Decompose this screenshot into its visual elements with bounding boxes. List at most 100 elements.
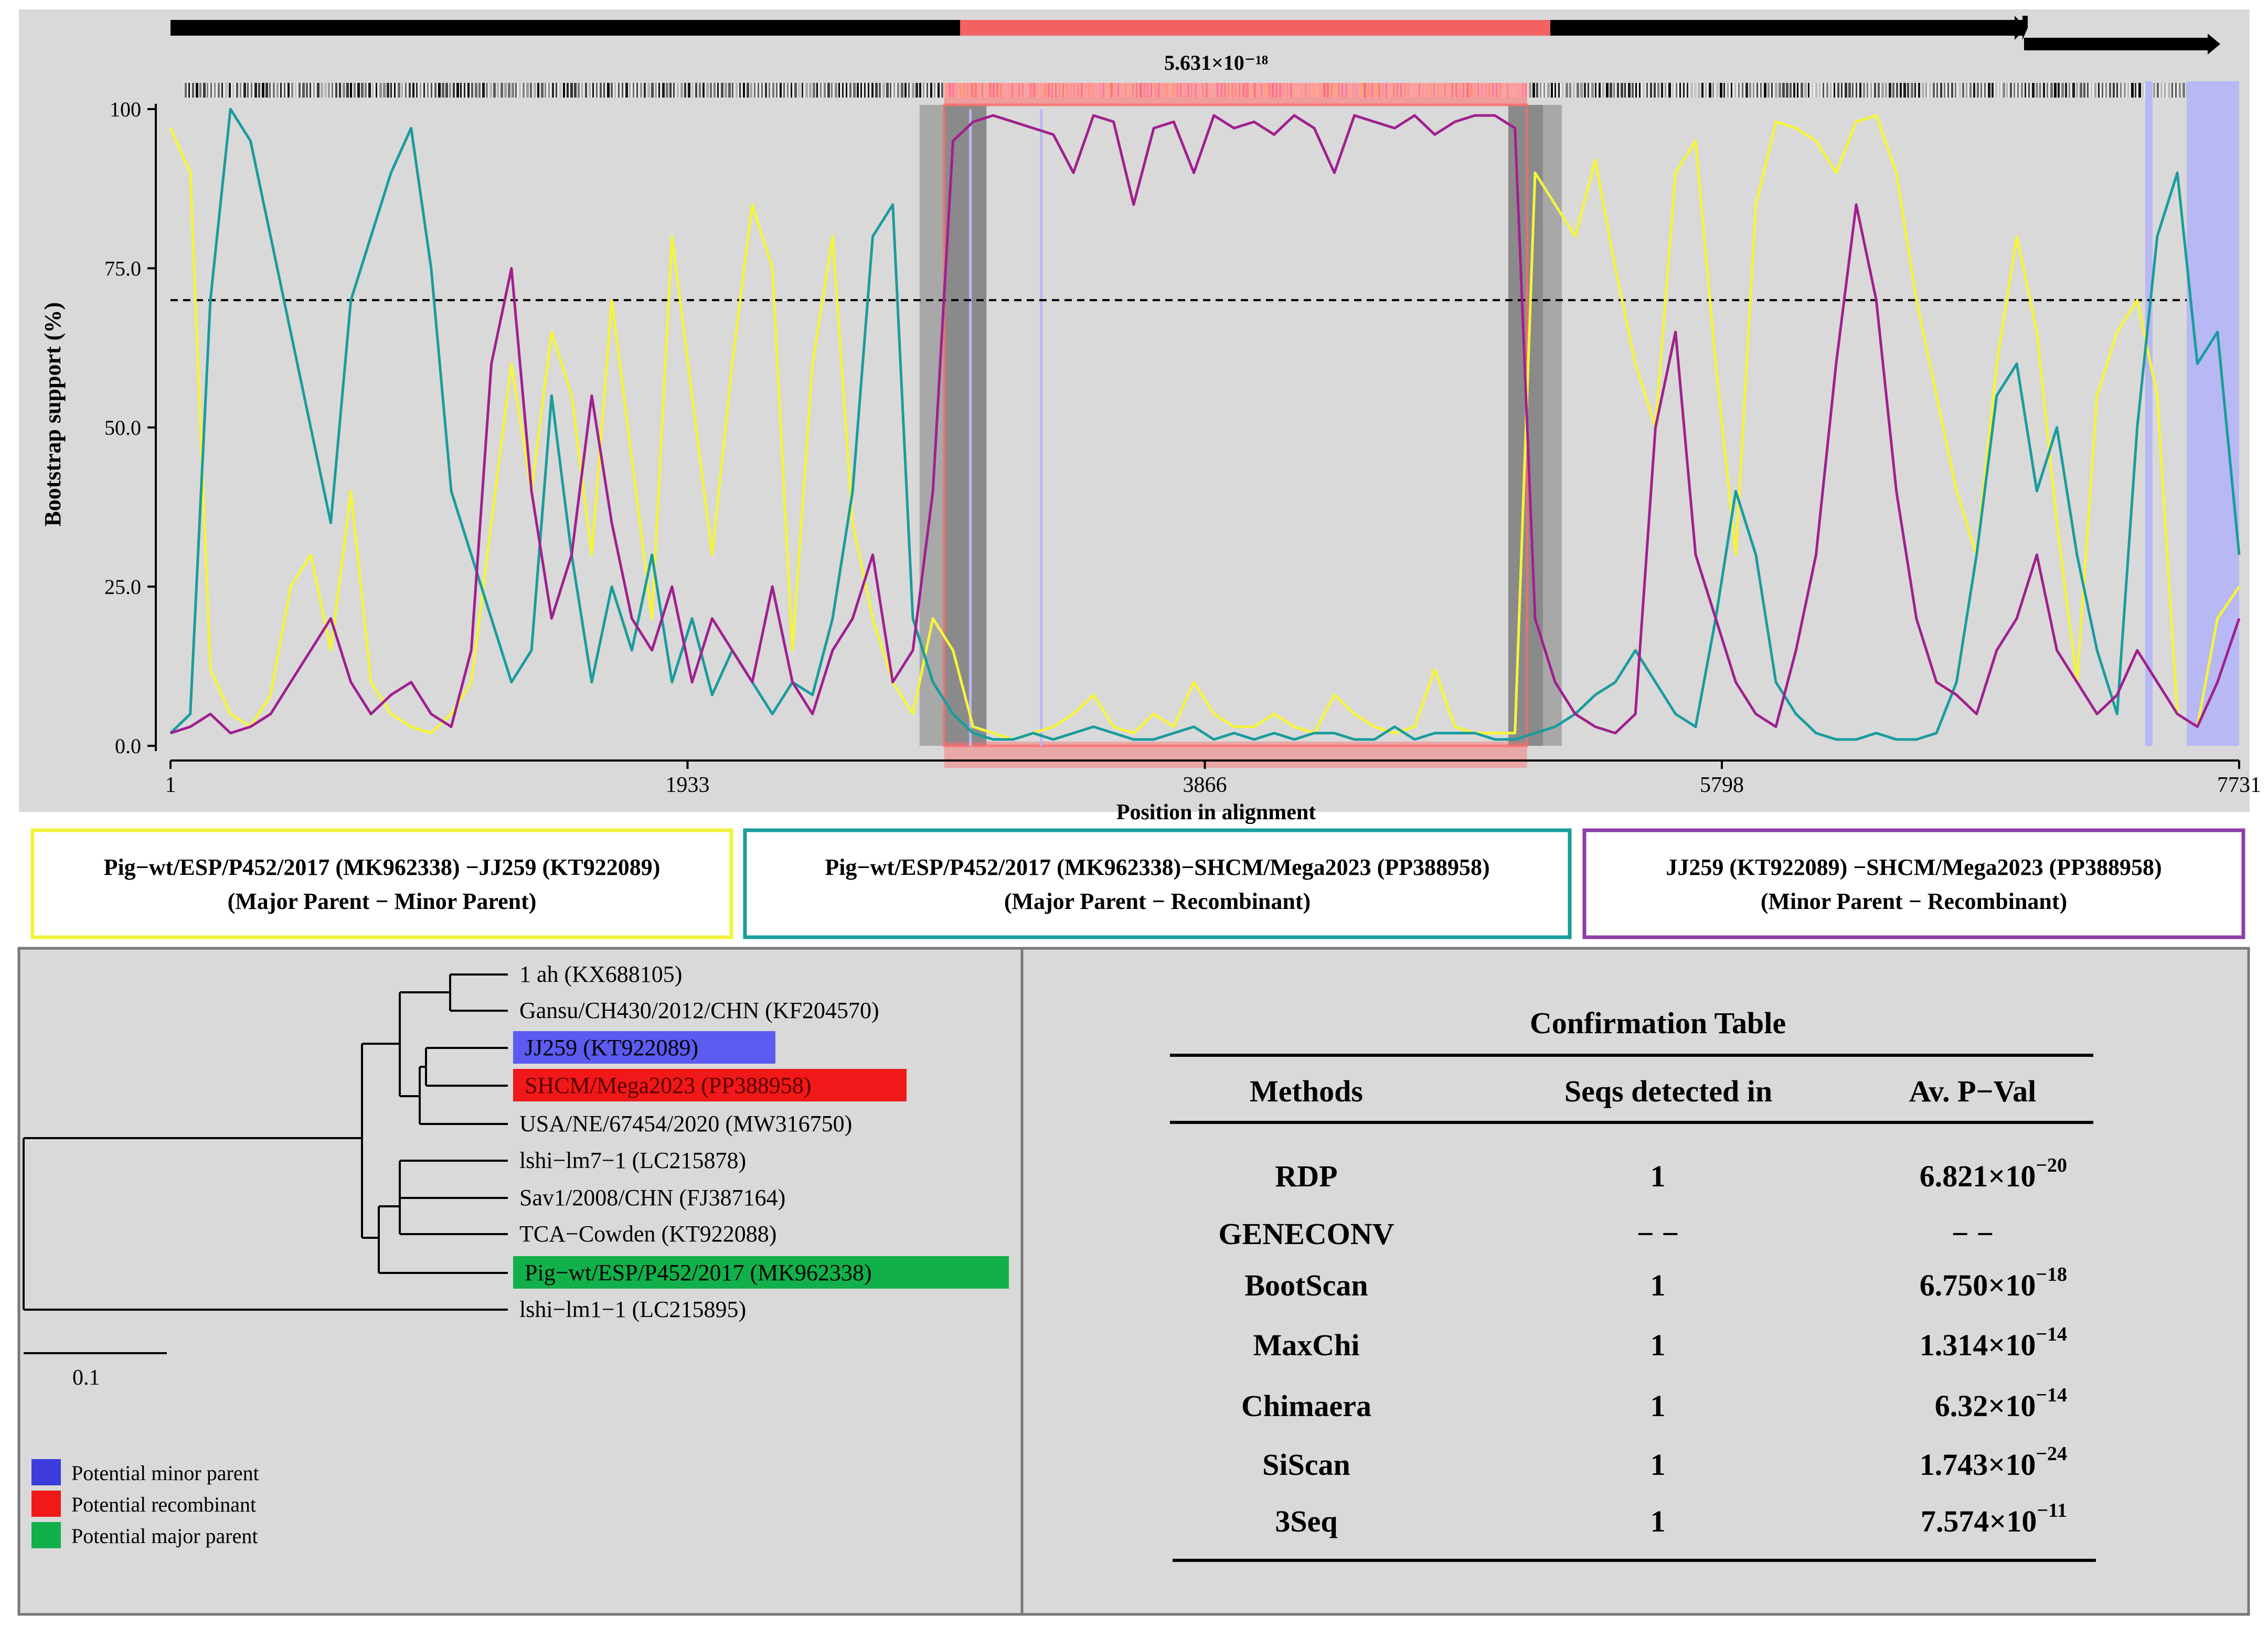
- barcode-stripe: [1790, 83, 1792, 98]
- tree-legend-label: Potential major parent: [71, 1524, 258, 1548]
- barcode-stripe: [361, 83, 364, 98]
- barcode-stripe: [640, 83, 642, 98]
- barcode-stripe: [714, 83, 716, 98]
- barcode-stripe: [2036, 83, 2038, 98]
- barcode-stripe: [475, 83, 477, 98]
- barcode-stripe: [1925, 83, 1927, 98]
- barcode-stripe: [651, 83, 654, 98]
- barcode-stripe: [321, 83, 323, 98]
- barcode-stripe: [776, 83, 778, 98]
- barcode-stripe: [1687, 83, 1688, 98]
- barcode-stripe: [743, 83, 745, 98]
- barcode-stripe: [732, 83, 733, 98]
- barcode-stripe: [1834, 83, 1835, 98]
- barcode-stripe: [284, 83, 285, 98]
- barcode-stripe: [512, 83, 514, 98]
- barcode-stripe: [882, 83, 885, 98]
- barcode-stripe: [636, 83, 638, 98]
- barcode-stripe: [1852, 83, 1854, 98]
- x-tick-label: 7731: [2217, 773, 2261, 797]
- barcode-stripe: [504, 83, 507, 98]
- barcode-stripe: [860, 83, 862, 98]
- barcode-stripe: [1874, 83, 1876, 98]
- barcode-stripe: [482, 83, 485, 98]
- barcode-stripe: [280, 83, 282, 98]
- barcode-stripe: [1940, 83, 1942, 98]
- barcode-stripe: [526, 83, 529, 98]
- x-tick-label: 1: [165, 773, 176, 797]
- barcode-stripe: [691, 83, 694, 98]
- barcode-stripe: [302, 83, 305, 98]
- barcode-stripe: [662, 83, 665, 98]
- barcode-stripe: [567, 83, 569, 98]
- barcode-stripe: [534, 83, 536, 98]
- bootscan-chart: 5.631×10⁻¹⁸ 1 1933 3866 5798 7731 0.0 25.0 50.0…: [19, 9, 2261, 824]
- barcode-stripe: [1936, 83, 1938, 98]
- barcode-stripe: [1801, 83, 1803, 98]
- barcode-stripe: [669, 83, 672, 98]
- barcode-stripe: [493, 83, 496, 98]
- barcode-stripe: [185, 83, 187, 98]
- table-seqs: 1: [1651, 1328, 1666, 1362]
- barcode-stripe: [2080, 83, 2082, 98]
- barcode-stripe: [1573, 83, 1575, 98]
- table-header: Methods: [1250, 1074, 1363, 1108]
- region-top-band: [944, 83, 1527, 106]
- tree-leaf-label: USA/NE/67454/2020 (MW316750): [519, 1111, 852, 1137]
- barcode-stripe: [750, 83, 752, 98]
- barcode-stripe: [2010, 83, 2012, 98]
- barcode-stripe: [644, 83, 646, 98]
- barcode-stripe: [934, 83, 935, 98]
- lilac-thin-band: [2145, 81, 2153, 746]
- barcode-stripe: [335, 83, 337, 98]
- barcode-stripe: [927, 83, 928, 98]
- barcode-stripe: [589, 83, 591, 98]
- barcode-stripe: [2072, 83, 2075, 98]
- barcode-stripe: [2131, 83, 2134, 98]
- barcode-stripe: [1705, 83, 1707, 98]
- barcode-stripe: [805, 83, 808, 98]
- barcode-stripe: [1720, 83, 1722, 98]
- table-seqs: 1: [1651, 1448, 1666, 1482]
- barcode-stripe: [736, 83, 738, 98]
- tree-legend-label: Potential recombinant: [71, 1493, 256, 1516]
- barcode-stripe: [265, 83, 268, 98]
- barcode-stripe: [1621, 83, 1623, 98]
- barcode-stripe: [350, 83, 352, 98]
- barcode-stripe: [633, 83, 634, 98]
- tree-legend-swatch: [31, 1491, 61, 1517]
- barcode-stripe: [1819, 83, 1820, 98]
- barcode-stripe: [1694, 83, 1697, 98]
- barcode-stripe: [1577, 83, 1579, 98]
- table-header: Av. P−Val: [1909, 1074, 2037, 1108]
- barcode-stripe: [2039, 83, 2041, 98]
- barcode-stripe: [680, 83, 683, 98]
- lilac-end-band: [2187, 81, 2239, 746]
- barcode-stripe: [545, 83, 546, 98]
- barcode-stripe: [1676, 83, 1677, 98]
- barcode-stripe: [269, 83, 271, 98]
- barcode-stripe: [1984, 83, 1986, 98]
- barcode-stripe: [802, 83, 803, 98]
- barcode-stripe: [769, 83, 770, 98]
- y-tick-label: 50.0: [104, 416, 141, 440]
- barcode-stripe: [1841, 83, 1843, 98]
- barcode-stripe: [1933, 83, 1935, 98]
- barcode-stripe: [310, 83, 311, 98]
- barcode-stripe: [1749, 83, 1751, 98]
- barcode-stripe: [1734, 83, 1736, 98]
- barcode-stripe: [1944, 83, 1945, 98]
- barcode-stripe: [2028, 83, 2030, 98]
- scale-bar-label: 0.1: [72, 1366, 100, 1390]
- barcode-stripe: [1654, 83, 1656, 98]
- barcode-stripe: [1797, 83, 1798, 98]
- series-line-1: [169, 114, 2241, 741]
- barcode-stripe: [688, 83, 690, 98]
- barcode-stripe: [1845, 83, 1847, 98]
- pair-legend: Pig−wt/ESP/P452/2017 (MK962338) −JJ259 (…: [30, 828, 2245, 939]
- pair-legend-box-3: [1582, 828, 2245, 939]
- x-tick-label: 3866: [1183, 773, 1227, 797]
- barcode-stripe: [2160, 83, 2163, 98]
- barcode-stripe: [787, 83, 789, 98]
